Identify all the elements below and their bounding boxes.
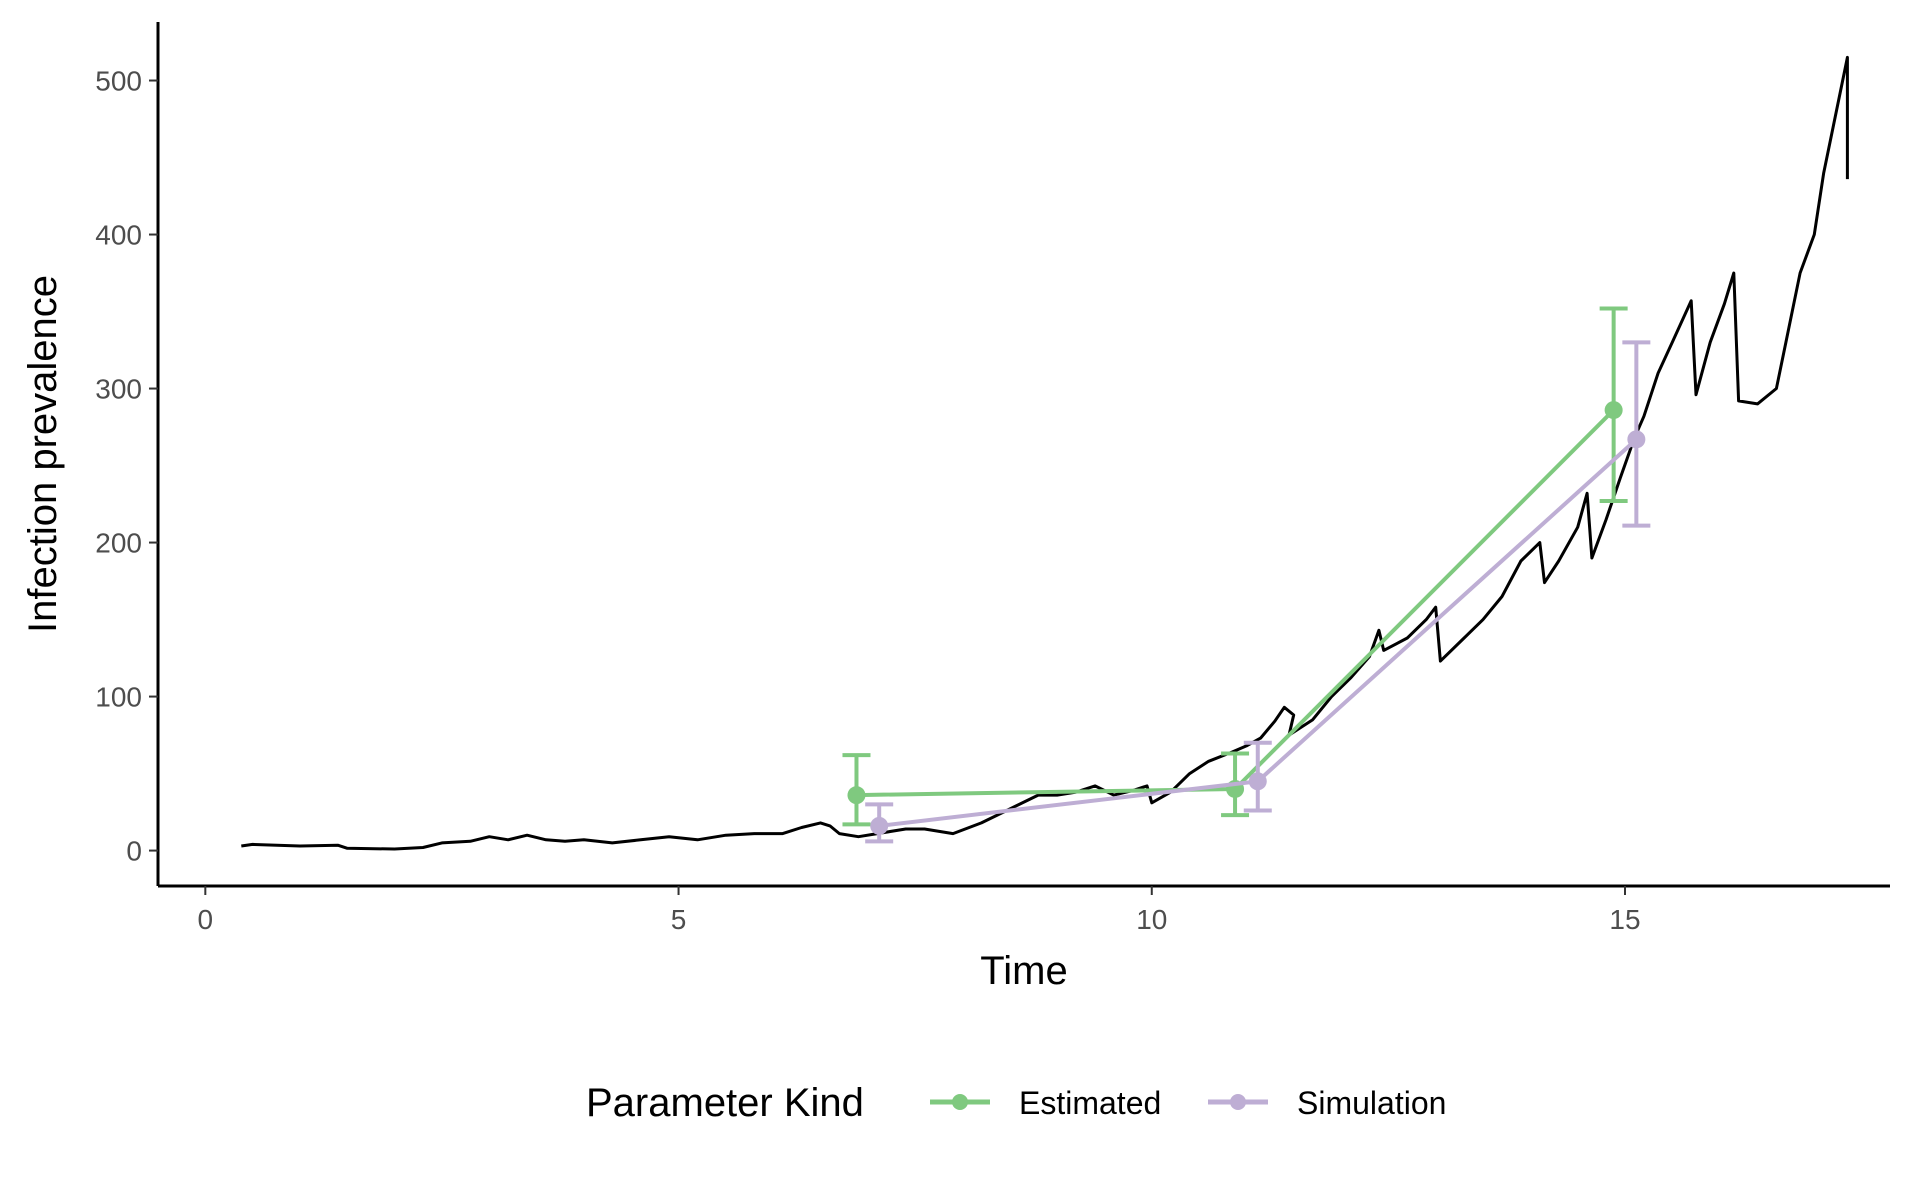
series-estimated [842, 306, 1628, 827]
trajectory [241, 55, 1849, 851]
point-estimated [1604, 401, 1623, 420]
x-tick-label: 10 [1136, 904, 1167, 935]
trajectory-line [241, 55, 1849, 851]
x-tick-label: 0 [198, 904, 214, 935]
y-tick-label: 400 [95, 220, 142, 251]
series-line-estimated [856, 408, 1616, 798]
x-axis-title: Time [980, 949, 1067, 993]
legend-key-estimated-point [952, 1094, 968, 1110]
point-simulation [870, 816, 889, 835]
legend-key-simulation-point [1230, 1094, 1246, 1110]
y-tick-label: 200 [95, 528, 142, 559]
y-axis-title: Infection prevalence [21, 275, 65, 633]
x-tick-label: 5 [671, 904, 687, 935]
legend-title: Parameter Kind [586, 1081, 864, 1125]
point-estimated [847, 786, 866, 805]
y-tick-label: 300 [95, 374, 142, 405]
legend-label-simulation: Simulation [1297, 1085, 1446, 1121]
legend: Parameter Kind Estimated Simulation [586, 1081, 1446, 1125]
point-simulation [1248, 772, 1267, 791]
series [842, 306, 1651, 844]
y-tick-label: 0 [126, 836, 142, 867]
ticks: 0 5 10 15 0 100 200 300 400 500 [95, 66, 1640, 935]
x-tick-label: 15 [1609, 904, 1640, 935]
legend-label-estimated: Estimated [1019, 1085, 1161, 1121]
y-tick-label: 100 [95, 682, 142, 713]
axes [156, 22, 1890, 888]
series-simulation [865, 340, 1651, 844]
y-tick-label: 500 [95, 66, 142, 97]
point-simulation [1627, 430, 1646, 449]
